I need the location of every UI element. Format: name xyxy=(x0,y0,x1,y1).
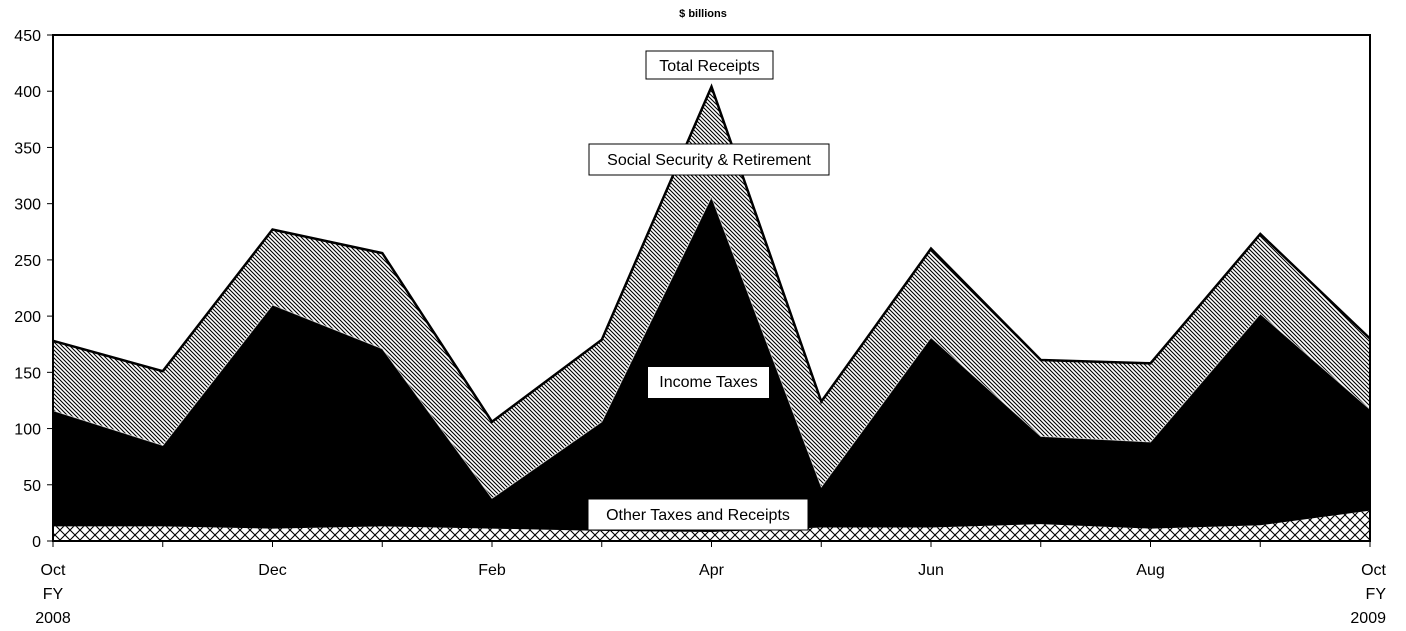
y-tick-label: 250 xyxy=(14,253,41,270)
x-tick-label: Jun xyxy=(918,562,944,579)
y-tick-label: 300 xyxy=(14,197,41,214)
annotation-social-security: Social Security & Retirement xyxy=(588,143,830,176)
x-tick-label: Feb xyxy=(478,562,506,579)
total-receipts-label: Total Receipts xyxy=(659,58,760,75)
x-tick-label: Apr xyxy=(699,562,725,579)
x-tick-label: Dec xyxy=(258,562,286,579)
x-tick-label: FY xyxy=(1366,586,1387,603)
y-tick-label: 450 xyxy=(14,28,41,45)
axes xyxy=(47,34,1371,547)
x-tick-labels: Oct FY 2008 Dec Feb Apr Jun Aug Oct FY 2009 xyxy=(35,562,1386,627)
total-receipts-line xyxy=(52,83,1371,424)
annotation-box xyxy=(587,498,809,531)
annotation-box xyxy=(648,367,769,398)
stacked-areas xyxy=(53,86,1370,541)
x-tick-label: 2008 xyxy=(35,610,71,627)
y-tick-label: 350 xyxy=(14,140,41,157)
annotation-income-taxes: Income Taxes xyxy=(648,367,769,398)
annotation-box xyxy=(588,143,830,176)
x-tick-label: Oct xyxy=(1361,562,1386,579)
x-tick-label: Aug xyxy=(1136,562,1164,579)
y-tick-label: 200 xyxy=(14,309,41,326)
other-taxes-label: Other Taxes and Receipts xyxy=(606,507,790,524)
x-tick-label: FY xyxy=(43,586,64,603)
y-tick-label: 50 xyxy=(23,478,41,495)
area-social-security xyxy=(53,86,1370,499)
x-tick-label: Oct xyxy=(41,562,66,579)
income-taxes-label: Income Taxes xyxy=(659,374,757,391)
y-tick-label: 400 xyxy=(14,84,41,101)
y-tick-label: 100 xyxy=(14,422,41,439)
y-tick-labels: 0 50 100 150 200 250 300 350 400 450 xyxy=(14,28,41,551)
area-other-taxes xyxy=(53,510,1370,541)
annotation-box xyxy=(645,50,774,80)
chart-title: $ billions xyxy=(679,8,727,20)
y-tick-label: 150 xyxy=(14,365,41,382)
annotation-other-taxes: Other Taxes and Receipts xyxy=(587,498,809,531)
annotation-total-receipts: Total Receipts xyxy=(645,50,774,80)
area-income-taxes xyxy=(53,196,1370,532)
x-tick-label: 2009 xyxy=(1350,610,1386,627)
income-top-edge xyxy=(52,195,1371,499)
total-line-group xyxy=(52,83,1371,499)
social-security-label: Social Security & Retirement xyxy=(607,152,811,169)
y-tick-label: 0 xyxy=(32,534,41,551)
